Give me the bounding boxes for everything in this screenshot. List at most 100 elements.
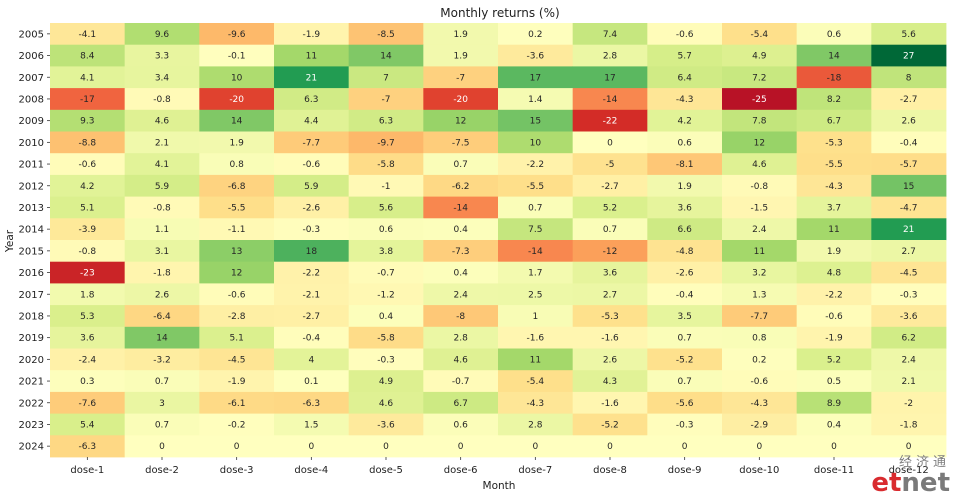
cell-value-label: -14 bbox=[528, 247, 543, 257]
cell-value-label: 1.9 bbox=[678, 182, 693, 192]
cell-value-label: 7.2 bbox=[752, 73, 766, 83]
heatmap-cell bbox=[871, 109, 947, 132]
cell-value-label: 0 bbox=[607, 442, 613, 452]
cell-value-label: -5.6 bbox=[676, 399, 694, 409]
heatmap-cell bbox=[647, 174, 723, 197]
heatmap-cell bbox=[572, 88, 648, 111]
heatmap-cell bbox=[722, 88, 798, 111]
cell-value-label: -3.2 bbox=[153, 355, 171, 365]
heatmap-cell bbox=[796, 370, 872, 393]
cell-value-label: -1.6 bbox=[601, 334, 619, 344]
heatmap-cell bbox=[423, 413, 499, 436]
heatmap-cell bbox=[348, 326, 424, 349]
heatmap-cell bbox=[722, 240, 798, 263]
heatmap-cell bbox=[274, 348, 350, 371]
cell-value-label: -2.2 bbox=[303, 269, 321, 279]
cell-value-label: 0.7 bbox=[603, 225, 617, 235]
heatmap-cell bbox=[722, 109, 798, 132]
heatmap-cell bbox=[50, 218, 126, 241]
cell-value-label: 6.2 bbox=[902, 334, 916, 344]
heatmap-cell bbox=[124, 391, 200, 414]
cell-value-label: 3.6 bbox=[603, 269, 618, 279]
heatmap-cell bbox=[124, 305, 200, 328]
cell-value-label: -2.2 bbox=[825, 290, 843, 300]
cell-value-label: 12 bbox=[231, 269, 242, 279]
cell-value-label: -0.3 bbox=[676, 420, 694, 430]
cell-value-label: 0.6 bbox=[678, 138, 693, 148]
heatmap-cell bbox=[50, 283, 126, 306]
cell-value-label: 3.6 bbox=[80, 334, 95, 344]
heatmap-cell bbox=[722, 305, 798, 328]
cell-value-label: 0.6 bbox=[827, 30, 842, 40]
heatmap-cell bbox=[572, 305, 648, 328]
heatmap-cell bbox=[871, 283, 947, 306]
cell-value-label: 11 bbox=[530, 355, 541, 365]
x-tick-label: dose-7 bbox=[518, 465, 552, 476]
cell-value-label: 17 bbox=[604, 73, 615, 83]
cell-value-label: -2.9 bbox=[751, 420, 769, 430]
cell-value-label: -3.6 bbox=[900, 312, 918, 322]
heatmap-cell bbox=[50, 153, 126, 176]
cell-value-label: -5 bbox=[606, 160, 615, 170]
y-tick-label: 2009 bbox=[19, 116, 44, 127]
heatmap-cell bbox=[50, 305, 126, 328]
cell-value-label: -7.5 bbox=[452, 138, 470, 148]
cell-value-label: -1.9 bbox=[303, 30, 321, 40]
cell-value-label: -6.2 bbox=[452, 182, 470, 192]
heatmap-cell bbox=[348, 196, 424, 219]
cell-value-label: 8 bbox=[906, 73, 912, 83]
cell-value-label: -0.8 bbox=[79, 247, 97, 257]
heatmap-cell bbox=[423, 435, 499, 458]
heatmap-cell bbox=[722, 370, 798, 393]
heatmap-cell bbox=[871, 218, 947, 241]
cell-value-label: -2.7 bbox=[900, 95, 918, 105]
cell-value-label: -5.8 bbox=[377, 334, 395, 344]
heatmap-cell bbox=[348, 174, 424, 197]
logo-english-text: etnet bbox=[871, 470, 950, 496]
cell-value-label: 2.7 bbox=[902, 247, 916, 257]
cell-value-label: -25 bbox=[752, 95, 767, 105]
cell-value-label: 0 bbox=[234, 442, 240, 452]
heatmap-cell bbox=[274, 305, 350, 328]
heatmap-cell bbox=[199, 305, 275, 328]
cell-value-label: -4.1 bbox=[79, 30, 97, 40]
cell-value-label: 18 bbox=[306, 247, 318, 257]
x-axis-label: Month bbox=[483, 480, 516, 492]
heatmap-cell bbox=[50, 435, 126, 458]
x-tick-label: dose-4 bbox=[294, 465, 328, 476]
cell-value-label: 5.9 bbox=[155, 182, 170, 192]
heatmap-cell bbox=[871, 196, 947, 219]
cell-value-label: -2.4 bbox=[79, 355, 97, 365]
heatmap-cell bbox=[796, 240, 872, 263]
cell-value-label: -1.5 bbox=[751, 203, 769, 213]
heatmap-cell bbox=[871, 413, 947, 436]
cell-value-label: 2.4 bbox=[902, 355, 917, 365]
heatmap-cell bbox=[274, 435, 350, 458]
cell-value-label: -2.6 bbox=[303, 203, 321, 213]
cell-value-label: 14 bbox=[156, 334, 168, 344]
y-tick-label: 2018 bbox=[19, 311, 44, 322]
y-tick-label: 2008 bbox=[19, 94, 44, 105]
heatmap-cell bbox=[274, 131, 350, 154]
heatmap-cell bbox=[423, 196, 499, 219]
cell-value-label: 6.4 bbox=[678, 73, 693, 83]
cell-value-label: 0.8 bbox=[752, 334, 767, 344]
cell-value-label: 5.3 bbox=[80, 312, 94, 322]
x-tick-label: dose-11 bbox=[814, 465, 854, 476]
cell-value-label: -0.2 bbox=[228, 420, 246, 430]
cell-value-label: 15 bbox=[903, 182, 914, 192]
cell-value-label: -4.5 bbox=[228, 355, 246, 365]
cell-value-label: -7.7 bbox=[751, 312, 769, 322]
heatmap-cell bbox=[647, 435, 723, 458]
heatmap-cell bbox=[572, 174, 648, 197]
cell-value-label: 5.2 bbox=[827, 355, 841, 365]
cell-value-label: -9.6 bbox=[228, 30, 246, 40]
cell-value-label: -22 bbox=[603, 117, 618, 127]
cell-value-label: 3.4 bbox=[155, 73, 170, 83]
cell-value-label: -5.2 bbox=[601, 420, 619, 430]
cell-value-label: -0.8 bbox=[153, 203, 171, 213]
heatmap-cell bbox=[796, 131, 872, 154]
cell-value-label: -1.9 bbox=[228, 377, 246, 387]
heatmap-cell bbox=[498, 283, 574, 306]
heatmap-cell bbox=[572, 348, 648, 371]
